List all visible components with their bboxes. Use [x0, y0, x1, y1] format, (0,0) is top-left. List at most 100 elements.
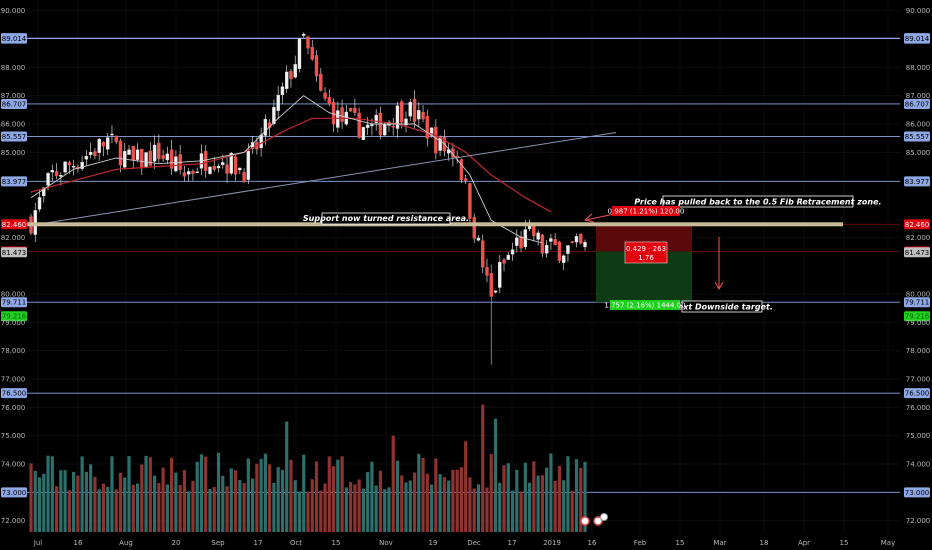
volume-bar: [557, 465, 562, 532]
candle-body: [135, 149, 140, 160]
target-info-text: 1.757 (2.16%) 1444.00: [604, 302, 685, 310]
candle-body: [118, 140, 123, 166]
candle-body: [383, 123, 387, 136]
volume-bar: [268, 464, 272, 532]
volume-bar: [84, 471, 88, 532]
candle-body: [553, 239, 557, 246]
y-tick-label-right: 75.000: [906, 432, 931, 440]
x-tick-label: Aug: [119, 539, 133, 547]
candle-body: [357, 112, 361, 138]
candle-body: [302, 33, 306, 36]
price-pill-right: [904, 388, 930, 399]
candle-body: [323, 92, 327, 99]
volume-bar: [545, 467, 549, 532]
candle-body: [242, 172, 246, 183]
volume-bar: [212, 487, 216, 532]
volume-bar: [208, 488, 212, 532]
candle-body: [114, 135, 118, 143]
price-pill-label-left: 82.460: [2, 221, 27, 229]
candle-body: [421, 112, 425, 120]
y-tick-label-right: 85.000: [906, 149, 931, 157]
moving-averages: [30, 95, 552, 244]
candle-body: [408, 101, 412, 117]
candle-body: [340, 107, 344, 122]
candle-body: [208, 166, 212, 174]
x-tick-label: Mar: [713, 539, 726, 547]
volume-bar: [506, 463, 510, 532]
y-tick-label-right: 79.000: [906, 319, 931, 327]
candle-body: [191, 170, 195, 174]
price-pill-left: [1, 176, 27, 187]
fib-label-box: [662, 195, 854, 208]
price-pill-left: [1, 388, 27, 399]
volume-bar: [323, 483, 327, 532]
price-pill-label-right: 79.216: [905, 313, 930, 321]
candle-body: [67, 162, 72, 166]
volume-bar: [302, 454, 306, 532]
candle-body: [485, 267, 489, 276]
candle-body: [370, 124, 374, 127]
price-pill-right: [904, 98, 930, 109]
candle-body: [161, 155, 165, 159]
candle-body: [561, 255, 566, 263]
volume-bar: [510, 490, 515, 532]
candle-body: [140, 149, 144, 168]
candle-body: [502, 259, 506, 264]
volume-bar: [442, 477, 446, 532]
x-tick-label: Dec: [467, 539, 481, 547]
candle-body: [80, 162, 84, 169]
volume-bar: [72, 471, 76, 532]
volume-bar: [536, 475, 540, 532]
candle-body: [417, 110, 421, 120]
candle-body: [519, 236, 523, 249]
volume-bar: [191, 480, 195, 532]
candle-body: [246, 150, 251, 180]
candle-body: [570, 241, 574, 243]
volume-bar: [140, 464, 144, 532]
grid-layer: [27, 0, 900, 534]
x-tick-label: 17: [508, 539, 517, 547]
volume-bar: [366, 472, 370, 532]
y-tick-label-right: 87.000: [906, 92, 931, 100]
downside-arrowhead: [714, 281, 724, 291]
level-lines: 89.02989.02989.01489.01486.70786.70785.5…: [1, 33, 930, 498]
price-pill-label-left: 89.014: [2, 35, 27, 43]
candle-body: [579, 233, 583, 244]
candle-body: [280, 86, 285, 96]
price-pill-right: [904, 311, 930, 322]
volume-bar: [425, 473, 429, 532]
candle-body: [400, 101, 404, 123]
volume-bar: [37, 477, 42, 532]
candle-body: [463, 178, 468, 181]
candle-body: [404, 118, 408, 126]
candle-body: [412, 98, 417, 122]
price-pill-label-left: 86.707: [2, 100, 27, 108]
candle-body: [348, 107, 353, 112]
candle-body: [557, 241, 562, 261]
price-pill-right: [904, 33, 930, 44]
volume-bar: [93, 476, 97, 532]
volume-bar: [528, 482, 532, 532]
candle-body: [574, 236, 579, 243]
volume-bar: [579, 467, 583, 532]
y-tick-label-right: 88.000: [906, 64, 931, 72]
volume-bar: [421, 458, 425, 532]
volume-bar: [391, 435, 395, 532]
volume-bar: [438, 474, 442, 532]
volume-bar: [50, 456, 54, 532]
volume-bar: [374, 485, 378, 532]
candle-body: [481, 240, 485, 268]
drawings: Support now turned resistance area. Price…: [26, 132, 882, 526]
volume-bar: [451, 469, 455, 532]
candle-body: [148, 150, 153, 166]
candle-body: [353, 107, 357, 113]
volume-bar: [67, 490, 71, 532]
price-pill-left: [1, 131, 27, 142]
candle-body: [165, 153, 170, 161]
volume-bar: [216, 452, 221, 532]
volume-bar: [340, 456, 344, 532]
candle-body: [204, 151, 208, 171]
y-tick-label-left: 85.000: [1, 149, 26, 157]
volume-bar: [131, 484, 135, 532]
